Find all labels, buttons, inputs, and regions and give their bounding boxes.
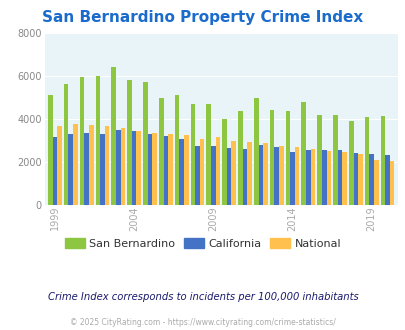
Bar (326, 151, 330, 205)
Bar (48, 95, 53, 205)
Legend: San Bernardino, California, National: San Bernardino, California, National (60, 234, 345, 253)
Bar (353, 153, 357, 205)
Text: © 2025 CityRating.com - https://www.cityrating.com/crime-statistics/: © 2025 CityRating.com - https://www.city… (70, 318, 335, 327)
Bar (136, 131, 141, 205)
Bar (285, 111, 290, 205)
Bar (143, 82, 147, 205)
Text: Crime Index corresponds to incidents per 100,000 inhabitants: Crime Index corresponds to incidents per… (47, 292, 358, 302)
Bar (127, 80, 132, 205)
Bar (100, 134, 104, 205)
Bar (357, 154, 362, 205)
Bar (152, 133, 156, 205)
Bar (373, 160, 378, 205)
Bar (73, 124, 77, 205)
Bar (294, 147, 299, 205)
Bar (163, 136, 168, 205)
Bar (89, 125, 93, 205)
Bar (215, 137, 220, 205)
Bar (238, 111, 242, 205)
Bar (226, 148, 231, 205)
Bar (369, 154, 373, 205)
Bar (262, 144, 267, 205)
Bar (222, 119, 226, 205)
Bar (389, 161, 394, 205)
Bar (174, 95, 179, 205)
Bar (321, 150, 326, 205)
Bar (120, 128, 125, 205)
Bar (190, 104, 195, 205)
Bar (231, 141, 235, 205)
Bar (104, 126, 109, 205)
Bar (380, 115, 384, 205)
Bar (269, 110, 274, 205)
Bar (158, 98, 163, 205)
Bar (111, 67, 116, 205)
Bar (79, 77, 84, 205)
Bar (341, 152, 346, 205)
Bar (305, 150, 310, 205)
Bar (64, 84, 68, 205)
Bar (348, 121, 353, 205)
Bar (206, 104, 211, 205)
Bar (95, 76, 100, 205)
Bar (317, 115, 321, 205)
Bar (310, 149, 315, 205)
Bar (337, 150, 341, 205)
Bar (278, 146, 283, 205)
Bar (183, 135, 188, 205)
Bar (274, 147, 278, 205)
Bar (247, 143, 251, 205)
Bar (301, 102, 305, 205)
Bar (53, 137, 57, 205)
Bar (254, 98, 258, 205)
Bar (242, 149, 247, 205)
Bar (84, 133, 89, 205)
Bar (211, 146, 215, 205)
Bar (333, 115, 337, 205)
Bar (384, 155, 389, 205)
Text: San Bernardino Property Crime Index: San Bernardino Property Crime Index (42, 10, 363, 25)
Bar (147, 134, 152, 205)
Bar (68, 134, 73, 205)
Bar (195, 146, 199, 205)
Bar (179, 139, 183, 205)
Bar (168, 134, 172, 205)
Bar (199, 139, 204, 205)
Bar (116, 129, 120, 205)
Bar (57, 126, 62, 205)
Bar (364, 116, 369, 205)
Bar (132, 131, 136, 205)
Bar (290, 152, 294, 205)
Bar (258, 145, 262, 205)
